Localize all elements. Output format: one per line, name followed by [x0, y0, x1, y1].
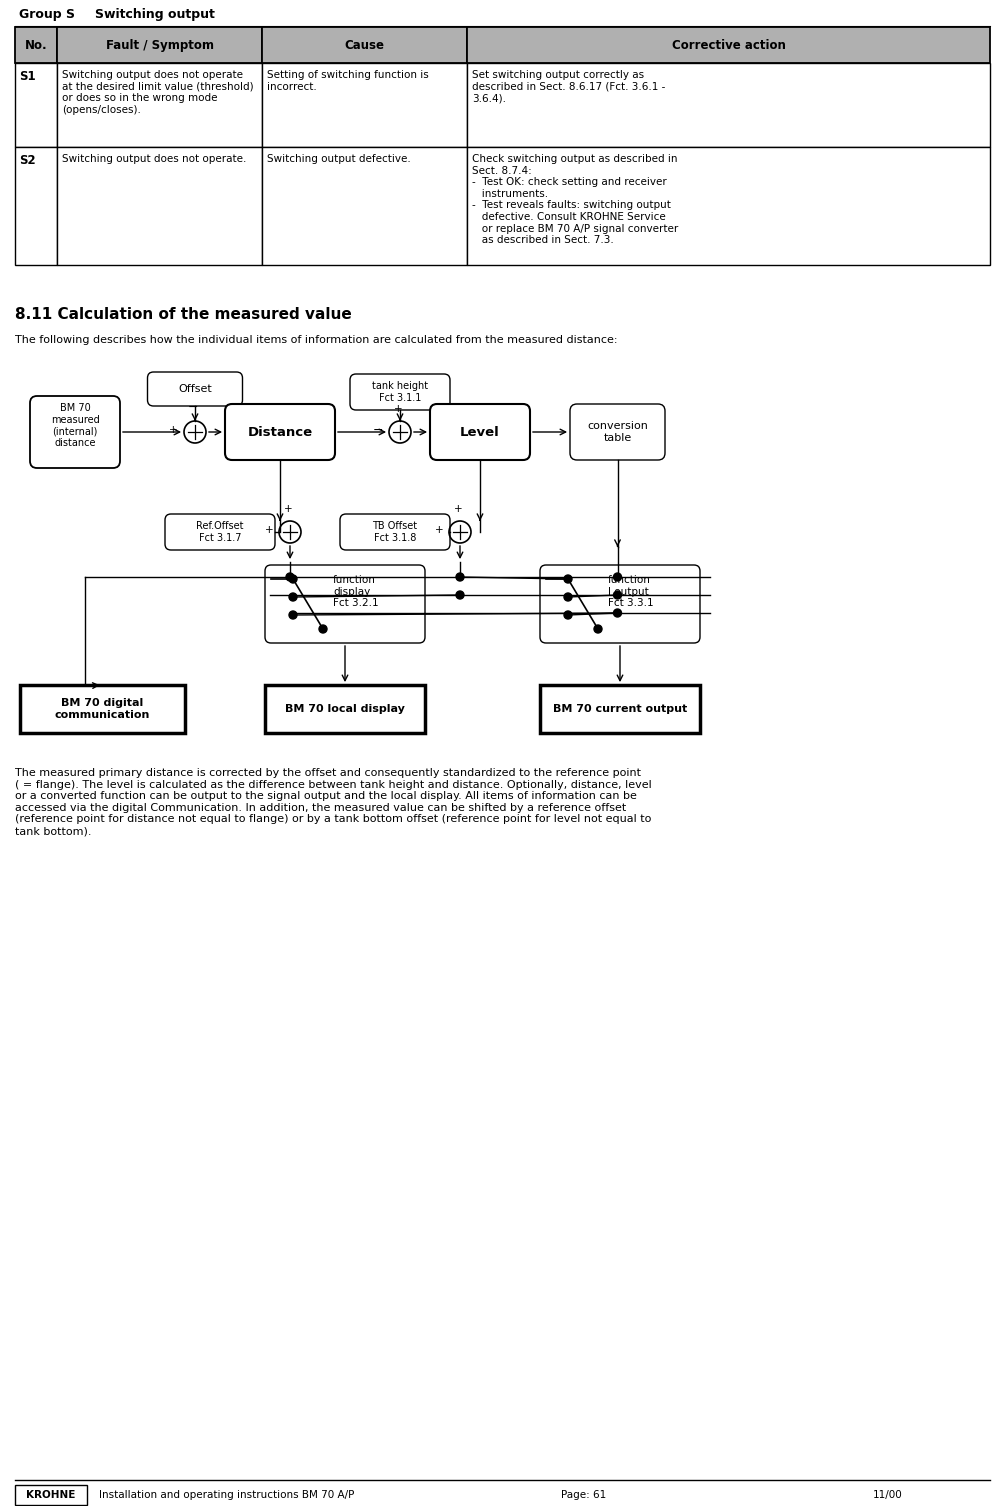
Text: Check switching output as described in
Sect. 8.7.4:
-  Test OK: check setting an: Check switching output as described in S… [472, 154, 678, 245]
Text: BM 70 local display: BM 70 local display [285, 703, 405, 714]
Bar [15, 63, 57, 148]
FancyBboxPatch shape [225, 404, 335, 459]
Text: −: − [188, 401, 198, 414]
Text: Offset: Offset [178, 384, 212, 395]
Bar [262, 63, 467, 148]
Bar [15, 148, 57, 265]
Circle shape [289, 593, 297, 601]
Bar [540, 685, 700, 733]
Text: +: + [435, 526, 444, 535]
Text: Cause: Cause [345, 39, 385, 51]
Text: The following describes how the individual items of information are calculated f: The following describes how the individu… [15, 334, 617, 345]
Text: function
display
Fct 3.2.1: function display Fct 3.2.1 [333, 575, 379, 608]
Text: +: + [394, 404, 402, 414]
Bar [467, 27, 990, 63]
Circle shape [319, 625, 327, 633]
Text: Corrective action: Corrective action [671, 39, 786, 51]
Circle shape [594, 625, 602, 633]
Text: 11/00: 11/00 [873, 1489, 902, 1500]
Text: Ref.Offset
Fct 3.1.7: Ref.Offset Fct 3.1.7 [196, 521, 244, 542]
Text: Switching output does not operate
at the desired limit value (threshold)
or does: Switching output does not operate at the… [62, 69, 253, 114]
Text: Switching output defective.: Switching output defective. [267, 154, 411, 164]
Text: BM 70 current output: BM 70 current output [553, 703, 687, 714]
Text: conversion
table: conversion table [587, 422, 648, 443]
Text: 8.11 Calculation of the measured value: 8.11 Calculation of the measured value [15, 307, 352, 322]
Circle shape [564, 575, 572, 583]
Text: The measured primary distance is corrected by the offset and consequently standa: The measured primary distance is correct… [15, 768, 652, 836]
Text: −: − [373, 423, 383, 437]
Circle shape [613, 572, 621, 581]
Text: Installation and operating instructions BM 70 A/P: Installation and operating instructions … [99, 1489, 355, 1500]
FancyBboxPatch shape [540, 565, 700, 643]
Text: Group S: Group S [19, 8, 75, 21]
Text: Switching output does not operate.: Switching output does not operate. [62, 154, 246, 164]
Bar [57, 27, 262, 63]
FancyBboxPatch shape [570, 404, 665, 459]
Bar [467, 63, 990, 148]
Text: +: + [283, 505, 292, 514]
Bar [57, 63, 262, 148]
Circle shape [456, 572, 464, 581]
Circle shape [289, 575, 297, 583]
Text: TB Offset
Fct 3.1.8: TB Offset Fct 3.1.8 [373, 521, 417, 542]
Bar [57, 148, 262, 265]
FancyBboxPatch shape [30, 396, 120, 468]
Bar [15, 27, 57, 63]
FancyBboxPatch shape [350, 373, 450, 410]
Circle shape [613, 608, 621, 617]
Text: Page: 61: Page: 61 [561, 1489, 606, 1500]
FancyBboxPatch shape [265, 565, 425, 643]
Circle shape [564, 593, 572, 601]
Text: Set switching output correctly as
described in Sect. 8.6.17 (Fct. 3.6.1 -
3.6.4): Set switching output correctly as descri… [472, 69, 665, 104]
Bar [262, 148, 467, 265]
Text: +: + [170, 425, 178, 435]
Circle shape [564, 611, 572, 619]
Circle shape [289, 611, 297, 619]
Circle shape [456, 590, 464, 599]
Text: KROHNE: KROHNE [26, 1489, 75, 1500]
Text: function
I output
Fct 3.3.1: function I output Fct 3.3.1 [608, 575, 653, 608]
Text: BM 70 digital
communication: BM 70 digital communication [55, 699, 150, 720]
Bar [20, 685, 185, 733]
Text: Setting of switching function is
incorrect.: Setting of switching function is incorre… [267, 69, 429, 92]
Text: +: + [265, 526, 274, 535]
FancyBboxPatch shape [165, 514, 275, 550]
Text: +: + [453, 505, 462, 514]
Text: tank height
Fct 3.1.1: tank height Fct 3.1.1 [372, 381, 428, 402]
Text: No.: No. [25, 39, 47, 51]
Bar [262, 27, 467, 63]
Text: S2: S2 [19, 154, 35, 167]
Bar [467, 148, 990, 265]
Text: Fault / Symptom: Fault / Symptom [106, 39, 213, 51]
FancyBboxPatch shape [340, 514, 450, 550]
FancyBboxPatch shape [148, 372, 242, 407]
Text: BM 70
measured
(internal)
distance: BM 70 measured (internal) distance [50, 404, 99, 447]
Circle shape [286, 572, 294, 581]
Bar [265, 685, 425, 733]
FancyBboxPatch shape [430, 404, 530, 459]
Text: Distance: Distance [247, 426, 313, 438]
Text: S1: S1 [19, 69, 35, 83]
Bar [15, 1485, 87, 1504]
Circle shape [613, 590, 621, 599]
Text: Level: Level [460, 426, 499, 438]
Text: Switching output: Switching output [95, 8, 215, 21]
